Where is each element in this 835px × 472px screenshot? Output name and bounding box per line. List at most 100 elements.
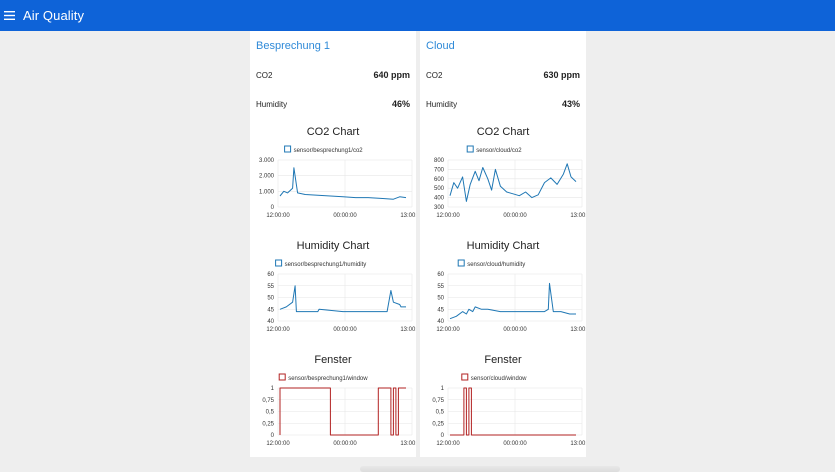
chart-title: Fenster (484, 354, 522, 366)
legend-swatch (275, 259, 283, 267)
x-tick-label: 13:00:00 (570, 327, 586, 333)
x-tick-label: 00:00:00 (503, 327, 527, 333)
x-tick-label: 12:00:00 (266, 213, 290, 219)
x-tick-label: 13:00:00 (400, 213, 416, 219)
co2-row: CO2 640 ppm (256, 68, 410, 82)
hamburger-menu-icon[interactable] (4, 9, 18, 23)
group-title: Besprechung 1 (256, 40, 330, 52)
group-card-cloud: Cloud CO2 630 ppm Humidity 43% CO2 Chart… (420, 31, 586, 457)
app-title: Air Quality (23, 8, 85, 23)
y-tick-label: 55 (267, 284, 274, 290)
legend-swatch (284, 145, 292, 153)
chart-svg: Humidity Chart sensor/besprechung1/humidi… (266, 240, 416, 333)
co2-value: 630 ppm (543, 70, 580, 80)
y-tick-label: 50 (437, 296, 444, 302)
x-tick-label: 00:00:00 (503, 213, 527, 219)
app-header: Air Quality (0, 0, 835, 31)
chart-svg: CO2 Chart sensor/cloud/co2 800 700 600 500 400… (434, 126, 586, 219)
legend-swatch (461, 373, 469, 381)
y-tick-label: 60 (437, 272, 444, 278)
x-tick-label: 12:00:00 (266, 441, 290, 447)
x-tick-label: 13:00:00 (570, 213, 586, 219)
y-tick-label: 700 (434, 167, 445, 173)
humidity-value: 46% (391, 99, 410, 109)
y-tick-label: 50 (267, 296, 274, 302)
y-tick-label: 0 (271, 433, 275, 439)
y-tick-label: 40 (437, 319, 444, 325)
bottom-shadow (360, 466, 620, 472)
humidity-chart: Humidity Chart sensor/cloud/humidity 60 55 5… (420, 235, 586, 350)
x-tick-label: 12:00:00 (266, 327, 290, 333)
chart-svg: Humidity Chart sensor/cloud/humidity 60 55 5… (436, 240, 586, 333)
chart-svg: Fenster sensor/besprechung1/window 1 0,75 0,… (262, 354, 416, 447)
x-tick-label: 00:00:00 (333, 327, 357, 333)
x-tick-label: 00:00:00 (503, 441, 527, 447)
legend-label: sensor/besprechung1/window (288, 376, 368, 382)
y-tick-label: 0,75 (262, 398, 274, 404)
y-tick-label: 600 (434, 177, 445, 183)
legend-swatch (457, 259, 465, 267)
chart-title: Fenster (314, 354, 352, 366)
humidity-value: 43% (561, 99, 580, 109)
chart-svg: CO2 Chart sensor/besprechung1/co2 3.000 2.0… (259, 126, 416, 219)
y-tick-label: 1 (271, 386, 275, 392)
y-tick-label: 400 (434, 196, 445, 202)
legend-swatch (278, 373, 286, 381)
chart-svg: Fenster sensor/cloud/window 1 0,75 0,5 0,25 0 1… (432, 354, 586, 447)
humidity-row: Humidity 46% (256, 97, 410, 111)
legend-label: sensor/cloud/window (471, 376, 527, 382)
x-tick-label: 12:00:00 (436, 327, 460, 333)
y-tick-label: 0,25 (432, 421, 444, 427)
co2-row: CO2 630 ppm (426, 68, 580, 82)
series-line (449, 163, 577, 202)
co2-value: 640 ppm (373, 70, 410, 80)
x-tick-label: 13:00:00 (400, 327, 416, 333)
x-tick-label: 12:00:00 (436, 213, 460, 219)
chart-title: CO2 Chart (307, 126, 360, 138)
window-chart: Fenster sensor/cloud/window 1 0,75 0,5 0,25 0 1… (420, 349, 586, 464)
y-tick-label: 45 (437, 307, 444, 313)
y-tick-label: 60 (267, 272, 274, 278)
window-chart: Fenster sensor/besprechung1/window 1 0,75 0,… (250, 349, 416, 464)
series-line (279, 285, 406, 313)
y-tick-label: 0,5 (266, 410, 275, 416)
series-line (279, 387, 406, 436)
y-tick-label: 500 (434, 186, 445, 192)
co2-chart: CO2 Chart sensor/cloud/co2 800 700 600 500 400… (420, 121, 586, 236)
group-card-besprechung: Besprechung 1 CO2 640 ppm Humidity 46% C… (250, 31, 416, 457)
x-tick-label: 13:00:00 (400, 441, 416, 447)
y-tick-label: 40 (267, 319, 274, 325)
co2-label: CO2 (256, 70, 273, 80)
series-line (449, 282, 576, 320)
y-tick-label: 2.000 (259, 174, 275, 180)
legend-label: sensor/cloud/co2 (476, 148, 522, 154)
humidity-chart: Humidity Chart sensor/besprechung1/humidi… (250, 235, 416, 350)
x-tick-label: 00:00:00 (333, 441, 357, 447)
y-tick-label: 55 (437, 284, 444, 290)
chart-title: Humidity Chart (297, 240, 370, 252)
legend-label: sensor/cloud/humidity (467, 262, 525, 268)
legend-label: sensor/besprechung1/humidity (285, 262, 367, 268)
y-tick-label: 0 (271, 205, 275, 211)
y-tick-label: 1 (441, 386, 445, 392)
x-tick-label: 12:00:00 (436, 441, 460, 447)
legend-swatch (466, 145, 474, 153)
co2-label: CO2 (426, 70, 443, 80)
legend-label: sensor/besprechung1/co2 (294, 148, 364, 154)
x-tick-label: 13:00:00 (570, 441, 586, 447)
y-tick-label: 300 (434, 205, 445, 211)
chart-title: CO2 Chart (477, 126, 530, 138)
x-tick-label: 00:00:00 (333, 213, 357, 219)
y-tick-label: 0,75 (432, 398, 444, 404)
humidity-label: Humidity (426, 99, 458, 109)
y-tick-label: 0,5 (436, 410, 445, 416)
y-tick-label: 0,25 (262, 421, 274, 427)
series-line (279, 167, 407, 200)
y-tick-label: 45 (267, 307, 274, 313)
chart-title: Humidity Chart (467, 240, 540, 252)
y-tick-label: 3.000 (259, 158, 275, 164)
y-tick-label: 0 (441, 433, 445, 439)
y-tick-label: 800 (434, 158, 445, 164)
group-title: Cloud (426, 40, 455, 52)
co2-chart: CO2 Chart sensor/besprechung1/co2 3.000 2.0… (250, 121, 416, 236)
